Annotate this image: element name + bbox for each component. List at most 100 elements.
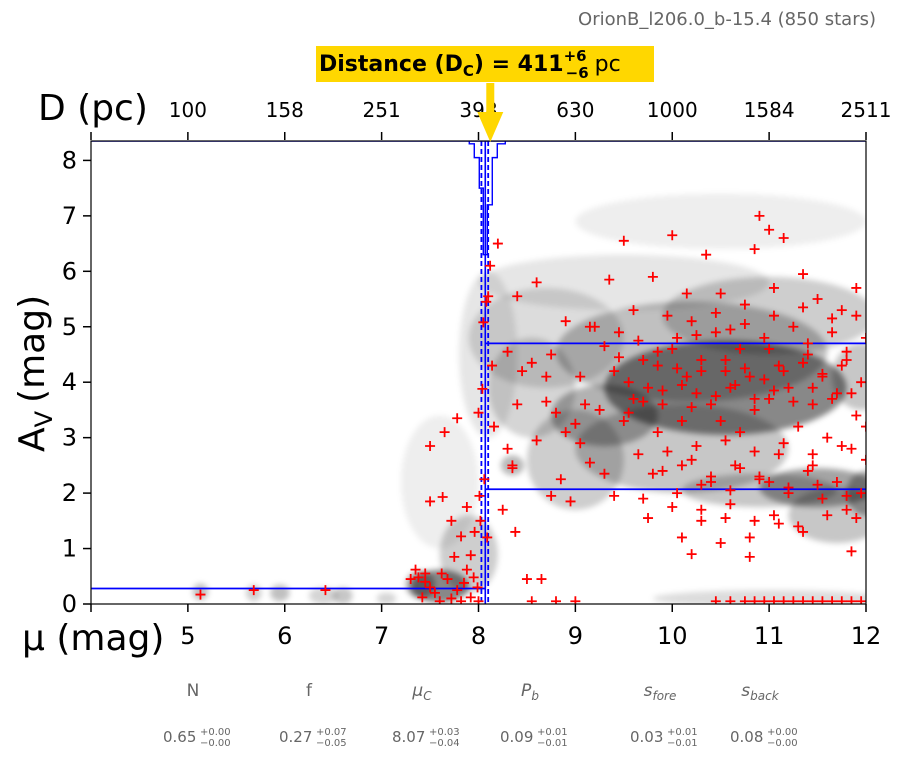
star-marker xyxy=(696,355,707,366)
star-marker xyxy=(487,360,498,371)
param-plus: +0.00 xyxy=(767,727,798,738)
star-marker xyxy=(482,532,493,543)
star-marker xyxy=(798,269,809,280)
star-marker xyxy=(599,341,610,352)
star-marker xyxy=(526,596,537,604)
star-marker xyxy=(861,332,866,343)
star-marker xyxy=(662,310,673,321)
star-marker xyxy=(489,421,499,432)
star-marker xyxy=(633,335,644,346)
star-marker xyxy=(248,585,259,596)
star-marker xyxy=(492,238,503,249)
density-blob xyxy=(308,587,339,604)
star-marker xyxy=(739,596,750,604)
star-marker xyxy=(836,305,847,316)
star-marker xyxy=(618,416,629,427)
star-marker xyxy=(446,515,457,526)
star-markers xyxy=(195,210,866,604)
star-marker xyxy=(638,355,649,366)
star-marker xyxy=(618,235,629,246)
star-marker xyxy=(725,499,736,510)
param-minus: −0.01 xyxy=(537,738,568,749)
y-tick-label: 2 xyxy=(62,479,77,507)
star-marker xyxy=(812,294,823,305)
star-marker xyxy=(452,413,463,424)
star-marker xyxy=(667,501,678,512)
y-axis-label-sub: V xyxy=(30,410,58,427)
y-axis-label-unit: (mag) xyxy=(12,295,53,403)
star-marker xyxy=(836,360,847,371)
star-marker xyxy=(822,432,833,443)
star-marker xyxy=(526,357,537,368)
star-marker xyxy=(475,515,486,526)
star-marker xyxy=(570,418,581,429)
star-marker xyxy=(420,568,431,579)
star-marker xyxy=(710,596,721,604)
star-marker xyxy=(778,366,789,377)
x-tick-label: 9 xyxy=(568,622,583,650)
star-marker xyxy=(798,357,809,368)
star-marker xyxy=(458,577,469,588)
y-tick-label: 3 xyxy=(62,424,77,452)
star-marker xyxy=(744,532,755,543)
density-blob xyxy=(832,343,866,410)
param-minus: −0.05 xyxy=(316,738,347,749)
density-blob xyxy=(526,409,624,510)
star-marker xyxy=(710,327,721,338)
star-marker xyxy=(710,391,721,402)
star-marker xyxy=(696,479,707,490)
model-lines xyxy=(91,141,866,604)
star-marker xyxy=(739,299,750,310)
star-marker xyxy=(764,343,775,354)
density-blob xyxy=(405,570,435,599)
star-marker xyxy=(807,596,818,604)
star-marker xyxy=(686,402,697,413)
star-marker xyxy=(449,551,460,562)
y-axis: 0 1 2 3 4 5 6 7 8 xyxy=(62,146,91,618)
star-marker xyxy=(575,371,586,382)
star-marker xyxy=(768,310,779,321)
star-marker xyxy=(413,572,424,583)
star-marker xyxy=(546,349,557,360)
x-tick-label: 8 xyxy=(471,622,486,650)
star-marker xyxy=(628,393,639,404)
param-name: μC xyxy=(411,681,432,703)
star-marker xyxy=(551,596,561,604)
star-marker xyxy=(827,393,838,404)
star-marker xyxy=(681,371,692,382)
star-marker xyxy=(560,316,571,327)
star-marker xyxy=(473,407,484,418)
distance-annotation-box xyxy=(316,46,654,82)
star-marker xyxy=(410,564,421,575)
star-marker xyxy=(827,313,838,324)
star-marker xyxy=(846,443,857,454)
star-marker xyxy=(609,366,620,377)
star-marker xyxy=(405,574,416,585)
star-marker xyxy=(468,572,479,583)
star-marker xyxy=(851,282,862,293)
star-marker xyxy=(773,518,784,529)
star-marker xyxy=(672,488,683,499)
star-marker xyxy=(735,427,746,438)
param-subscript: fore xyxy=(652,689,676,703)
star-marker xyxy=(676,379,687,390)
param-plus: +0.07 xyxy=(316,727,347,738)
star-marker xyxy=(856,596,866,604)
star-marker xyxy=(599,468,610,479)
star-marker xyxy=(521,574,532,585)
param-plus: +0.01 xyxy=(667,727,698,738)
star-marker xyxy=(798,302,809,313)
y-axis-label: AV (mag) xyxy=(12,295,58,452)
density-blob xyxy=(575,193,866,250)
top-tick-label: 1000 xyxy=(647,98,698,122)
star-marker xyxy=(807,449,818,460)
star-marker xyxy=(456,531,467,542)
star-marker xyxy=(768,385,779,396)
star-marker xyxy=(764,477,775,488)
x-axis-label: μ (mag) xyxy=(22,618,164,659)
star-marker xyxy=(652,346,663,357)
param-symbol: P xyxy=(521,681,532,701)
star-marker xyxy=(686,454,697,465)
star-marker xyxy=(749,515,760,526)
param-minus: −0.00 xyxy=(200,738,231,749)
